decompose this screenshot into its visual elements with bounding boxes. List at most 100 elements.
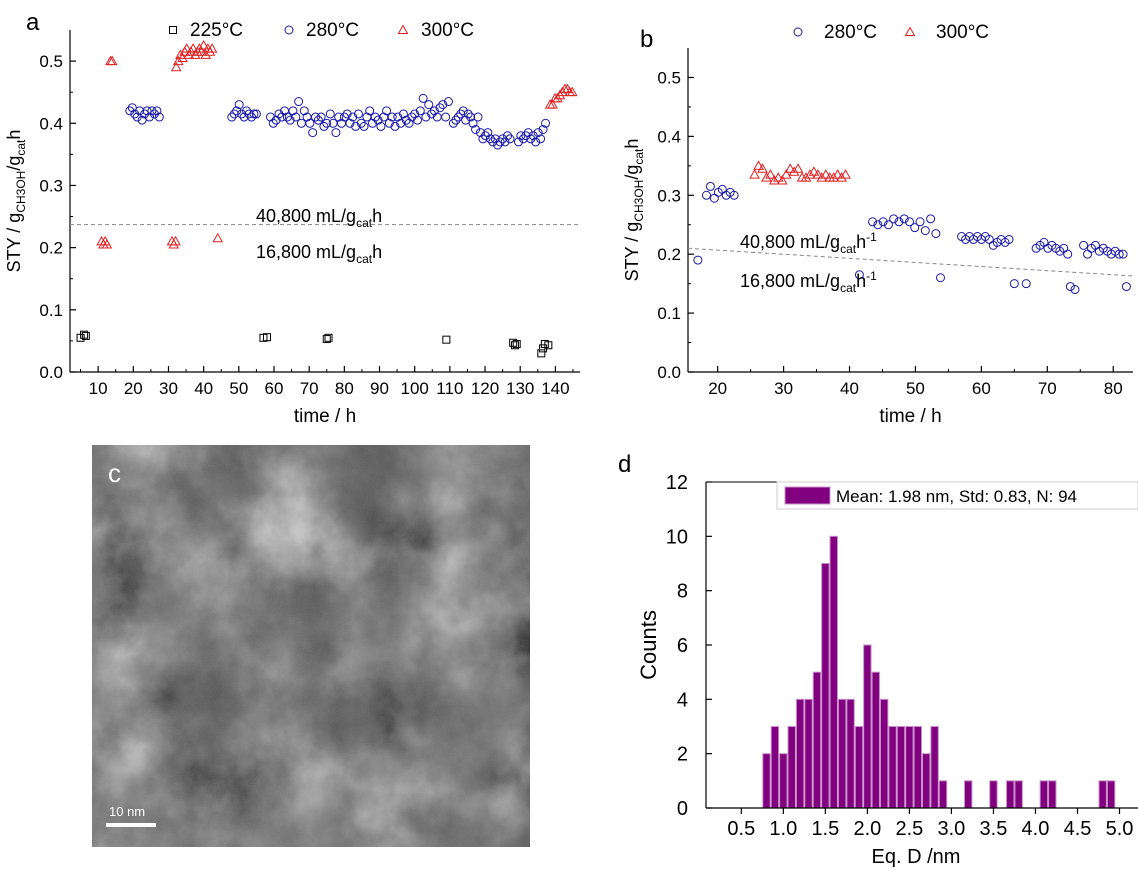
legend-label: 280°C <box>306 20 359 41</box>
histogram-bar <box>837 698 847 809</box>
point-circle <box>132 112 142 122</box>
point-circle <box>1114 249 1124 259</box>
point-triangle <box>753 160 764 170</box>
x-tick-label: 30 <box>774 379 793 398</box>
point-circle <box>127 103 137 113</box>
panel-a: a 225°C 280°C 300°C 0.0 0.1 0.2 0.3 0.4 0.5 10 20… <box>4 9 580 427</box>
histogram-bar <box>964 780 973 809</box>
x-tick-label: 2.5 <box>895 818 923 840</box>
point-triangle <box>757 163 768 173</box>
point-circle <box>899 214 909 224</box>
point-square <box>81 331 90 340</box>
x-tick-label: 60 <box>972 379 991 398</box>
point-circle <box>536 134 546 144</box>
point-triangle <box>804 169 816 179</box>
point-circle <box>271 115 281 125</box>
legend-marker-triangle <box>397 24 409 34</box>
histogram-bar <box>1048 780 1057 809</box>
point-circle <box>424 100 434 110</box>
point-circle <box>413 115 423 125</box>
point-circle <box>227 112 237 122</box>
point-circle <box>518 134 528 144</box>
point-triangle <box>780 169 792 179</box>
point-circle <box>920 226 930 236</box>
point-circle <box>376 121 386 131</box>
y-tick-label: 12 <box>666 472 688 494</box>
point-circle <box>471 124 481 134</box>
histogram-bar <box>1098 780 1107 809</box>
point-circle <box>232 106 242 116</box>
point-square <box>537 349 546 358</box>
point-square <box>324 333 333 342</box>
point-circle <box>353 109 363 119</box>
x-tick-label: 3.0 <box>938 818 966 840</box>
panel-a-legend: 225°C 280°C 300°C <box>169 20 474 41</box>
point-circle <box>401 115 411 125</box>
y-tick-label: 0.4 <box>657 127 681 146</box>
legend-marker-square <box>169 26 177 34</box>
x-tick-label: 100 <box>401 379 429 398</box>
point-circle <box>404 118 414 128</box>
point-circle <box>299 106 309 116</box>
point-circle <box>456 109 466 119</box>
histogram-bar <box>846 698 855 809</box>
point-square <box>322 335 331 344</box>
point-circle <box>443 97 453 107</box>
point-circle <box>483 128 493 138</box>
point-circle <box>1118 249 1128 259</box>
y-tick-label: 0.3 <box>657 186 681 205</box>
histogram-bar <box>795 698 805 809</box>
point-circle <box>390 121 400 131</box>
panel-b: b 280°C 300°C 0.0 0.1 0.2 0.3 0.4 0.5 20 30 40 50 6… <box>622 22 1134 427</box>
x-tick-label: 50 <box>906 379 925 398</box>
panel-d-letter: d <box>618 451 631 478</box>
point-circle <box>373 115 383 125</box>
point-circle <box>475 128 485 138</box>
point-triangle <box>812 169 824 179</box>
point-circle <box>1070 285 1080 295</box>
point-circle <box>288 106 298 116</box>
point-circle <box>154 112 164 122</box>
x-tick-label: 2.0 <box>853 818 881 840</box>
point-triangle <box>200 49 212 59</box>
point-circle <box>905 217 915 227</box>
annotation-high-flow: 40,800 mL/gcath-1 <box>740 230 877 256</box>
point-triangle <box>547 99 558 109</box>
point-circle <box>490 134 500 144</box>
y-tick-label: 0.2 <box>39 239 63 258</box>
histogram-bar <box>863 644 872 809</box>
point-triangle <box>792 163 804 173</box>
point-square <box>80 330 89 339</box>
point-circle <box>448 118 458 128</box>
point-circle <box>348 112 358 122</box>
point-circle <box>239 112 249 122</box>
point-circle <box>910 223 920 233</box>
point-circle <box>463 109 473 119</box>
point-triangle <box>172 55 184 66</box>
point-circle <box>359 121 369 131</box>
point-circle <box>429 106 439 116</box>
legend-marker-circle <box>284 25 294 35</box>
point-triangle <box>820 169 832 179</box>
point-triangle <box>828 172 840 182</box>
point-triangle <box>106 55 118 66</box>
point-circle <box>458 106 468 116</box>
y-tick-label: 0.1 <box>657 304 681 323</box>
panel-b-legend: 280°C 300°C <box>793 22 989 43</box>
legend-marker-circle <box>793 27 803 37</box>
point-circle <box>1083 249 1093 259</box>
point-circle <box>451 115 461 125</box>
point-circle <box>513 137 523 147</box>
histogram-bar <box>821 563 830 809</box>
histogram-bar <box>854 726 864 809</box>
point-triangle <box>557 86 568 97</box>
point-circle <box>149 109 159 119</box>
point-circle <box>382 106 392 116</box>
y-axis-title: Counts <box>636 610 661 680</box>
panel-b-plot: 0.0 0.1 0.2 0.3 0.4 0.5 20 30 40 50 60 70 80 time / h… <box>622 48 1134 427</box>
point-circle <box>541 118 551 128</box>
point-triangle <box>772 172 784 182</box>
point-circle <box>528 131 538 141</box>
point-circle <box>125 106 135 116</box>
histogram-bar <box>1039 780 1049 809</box>
